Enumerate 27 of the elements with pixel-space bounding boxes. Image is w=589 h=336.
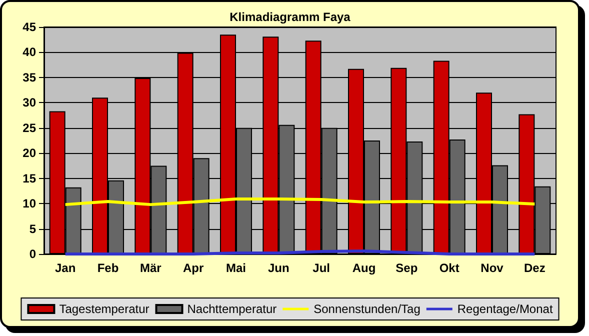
y-tick-label: 0 xyxy=(29,247,36,261)
x-tick-label: Jul xyxy=(312,261,330,275)
y-tick-label: 30 xyxy=(22,96,36,110)
y-tick-label: 40 xyxy=(22,45,36,60)
x-tick-label: Dez xyxy=(524,261,546,275)
legend-label: Regentage/Monat xyxy=(457,302,554,316)
x-tick-label: Feb xyxy=(97,261,119,275)
y-tick-label: 45 xyxy=(22,20,36,34)
x-tick-label: Okt xyxy=(439,261,460,275)
y-tick-label: 15 xyxy=(22,171,36,186)
x-tick-label: Sep xyxy=(396,261,418,275)
x-tick-label: Mai xyxy=(226,261,246,275)
x-tick-label: Mär xyxy=(140,261,162,275)
x-tick-label: Nov xyxy=(480,261,504,275)
legend-label: Sonnenstunden/Tag xyxy=(314,302,420,316)
x-tick-label: Apr xyxy=(182,261,204,275)
legend-label: Nachttemperatur xyxy=(187,302,277,316)
x-tick-label: Aug xyxy=(352,261,376,275)
x-tick-label: Jun xyxy=(268,261,290,275)
y-tick-label: 5 xyxy=(29,222,36,236)
y-tick-label: 25 xyxy=(22,120,36,135)
y-tick-label: 10 xyxy=(22,196,36,211)
legend-label: Tagestemperatur xyxy=(59,302,150,316)
y-tick-label: 20 xyxy=(22,146,36,160)
y-tick-label: 35 xyxy=(22,70,36,84)
x-tick-label: Jan xyxy=(54,261,76,275)
chart-title: Klimadiagramm Faya xyxy=(230,10,351,24)
